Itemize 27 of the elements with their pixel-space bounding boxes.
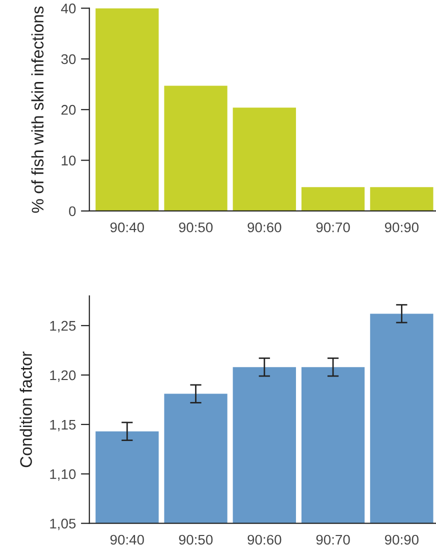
y-tick-label: 30: [61, 54, 76, 64]
y-tick-label: 1,05: [50, 518, 76, 530]
y-tick-label: 40: [61, 4, 76, 14]
y-tick-label: 1,25: [50, 320, 76, 332]
x-tick-label: 90:90: [384, 534, 419, 545]
bar: [370, 187, 434, 211]
x-tick-label: 90:40: [110, 222, 144, 232]
y-tick-label: 20: [61, 104, 76, 115]
x-tick-label: 90:90: [384, 222, 419, 232]
y-axis-title: Condition factor: [20, 352, 32, 468]
y-tick-label: 1,20: [50, 370, 76, 382]
x-tick-label: 90:40: [110, 534, 144, 545]
x-tick-label: 90:70: [316, 222, 350, 232]
x-tick-label: 90:60: [248, 222, 282, 232]
x-tick-label: 90:50: [179, 222, 213, 232]
x-tick-label: 90:50: [179, 534, 213, 545]
bar: [232, 108, 296, 211]
y-axis-title: % of fish with skin infections: [31, 6, 44, 213]
x-tick-label: 90:70: [316, 534, 350, 545]
bar: [96, 8, 159, 211]
bar: [301, 187, 365, 211]
y-tick-label: 1,10: [50, 469, 76, 481]
y-tick-label: 1,15: [50, 420, 76, 432]
y-tick-label: 0: [69, 206, 76, 216]
y-tick-label: 10: [62, 156, 76, 166]
bar: [164, 86, 228, 211]
x-tick-label: 90:60: [248, 534, 282, 545]
